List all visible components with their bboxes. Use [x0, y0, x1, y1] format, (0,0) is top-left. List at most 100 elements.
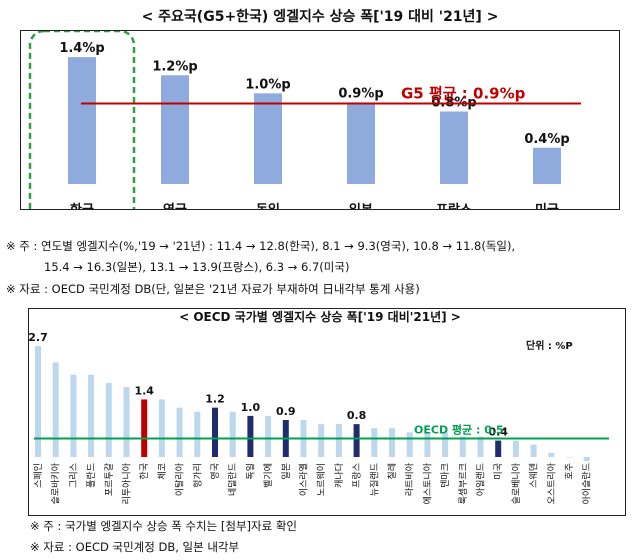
category-label: 일본: [281, 463, 292, 480]
bar-독일: [247, 415, 254, 457]
category-label: 폴란드: [85, 463, 97, 488]
data-label: 0.8: [347, 409, 367, 422]
category-label: 아이슬란드: [581, 463, 593, 504]
bar-폴란드: [88, 374, 95, 457]
bar-칠레: [389, 428, 395, 457]
bar-오스트리아: [548, 452, 555, 457]
bar-호주: [566, 457, 572, 458]
chart2-title: < OECD 국가별 엥겔지수 상승 폭['19 대비'21년] >: [173, 310, 467, 324]
note-1c: ※ 자료 : OECD 국민계정 DB(단, 일본은 '21년 자료가 부재하여…: [6, 282, 420, 296]
data-label: 0.4%p: [524, 132, 569, 147]
bar-에스토니아: [424, 432, 431, 457]
category-label: 미국: [535, 202, 559, 209]
category-label: 에스토니아: [422, 462, 433, 504]
bar-네덜란드: [229, 411, 236, 457]
category-label: 칠레: [387, 463, 398, 480]
category-label: 체코: [157, 463, 168, 480]
bar-슬로바키아: [52, 362, 59, 457]
data-label: 1.0%p: [245, 77, 290, 92]
data-label: 0.9%p: [338, 86, 383, 101]
bar-슬로베니아: [512, 440, 519, 457]
category-label: 독일: [256, 203, 280, 209]
category-label: 호주: [564, 463, 575, 480]
category-label: 헝가리: [192, 463, 203, 488]
bar-스웨덴: [530, 444, 537, 457]
category-label: 포르투갈: [104, 463, 115, 496]
category-label: 네덜란드: [227, 463, 239, 496]
category-label: 이스라엘: [299, 463, 310, 496]
category-label: 한국: [70, 202, 94, 209]
data-label: 1.4: [134, 384, 154, 397]
bar-미국: [495, 440, 502, 457]
bar-이탈리아: [176, 407, 183, 457]
category-label: 벨기에: [263, 463, 274, 488]
chart1-title: < 주요국(G5+한국) 엥겔지수 상승 폭['19 대비 '21년] >: [141, 9, 499, 25]
unit-label: 단위 : %P: [526, 339, 573, 352]
g5-average-label: G5 평균 : 0.9%p: [401, 84, 526, 102]
category-label: 캐나다: [334, 462, 345, 488]
category-label: 덴마크: [440, 463, 451, 488]
bar-영국: [161, 75, 189, 184]
category-label: 오스트리아: [546, 462, 557, 504]
data-label: 1.2%p: [152, 59, 197, 74]
bar-아이슬란드: [583, 457, 590, 462]
bar-리투아니아: [123, 387, 130, 457]
bar-그리스: [70, 374, 77, 457]
bar-영국: [212, 407, 218, 457]
category-label: 그리스: [68, 463, 79, 488]
category-label: 스페인: [33, 463, 44, 488]
bar-룩셈부르크: [459, 436, 466, 457]
category-label: 슬로베니아: [511, 462, 522, 504]
category-label: 한국: [139, 463, 150, 480]
bar-노르웨이: [318, 424, 325, 457]
category-label: 미국: [493, 463, 504, 480]
bar-한국: [68, 57, 96, 184]
data-label: 0.9: [276, 405, 296, 418]
category-label: 일본: [349, 203, 373, 209]
bar-체코: [158, 399, 165, 457]
bar-벨기에: [265, 415, 272, 457]
chart2-frame: 2.7 스페인 슬로바키아 그리스 폴란드 포르투갈 리투아니아 1.4 한국 체코 이탈리아 헝가리…: [28, 308, 626, 516]
note-2a: ※ 주 : 국가별 엥겔지수 상승 폭 수치는 [첨부]자료 확인: [30, 519, 297, 533]
data-label: 1.2: [205, 393, 225, 406]
data-label: 0.4: [488, 426, 508, 439]
data-label: 1.4%p: [59, 41, 104, 56]
highlight-box: [28, 31, 136, 209]
category-label: 리투아니아: [122, 462, 133, 504]
category-label: 이탈리아: [175, 462, 186, 496]
bar-뉴질랜드: [371, 428, 378, 457]
category-label: 영국: [163, 203, 187, 209]
note-1a: ※ 주 : 연도별 엥겔지수(%,'19 → '21년) : 11.4 → 12…: [6, 239, 516, 253]
chart1-frame: 1.4%p한국1.2%p영국1.0%p독일0.9%p일본0.8%p프랑스0.4%…: [20, 30, 620, 210]
data-label: 1.0: [241, 401, 261, 414]
bar-스페인: [35, 346, 41, 457]
category-label: 아일랜드: [476, 463, 487, 496]
category-label: 룩셈부르크: [458, 463, 469, 504]
category-label: 독일: [245, 463, 256, 480]
bar-라트비아: [406, 432, 413, 457]
bar-캐나다: [335, 424, 342, 457]
category-label: 영국: [210, 463, 221, 480]
oecd-bar-chart: 2.7 스페인 슬로바키아 그리스 폴란드 포르투갈 리투아니아 1.4 한국 체코 이탈리아 헝가리…: [29, 331, 609, 504]
note-1b: 15.4 → 16.3(일본), 13.1 → 13.9(프랑스), 6.3 →…: [44, 260, 350, 274]
bar-한국: [141, 399, 148, 457]
category-label: 프랑스: [436, 203, 472, 209]
bar-헝가리: [194, 411, 201, 457]
category-label: 노르웨이: [315, 463, 327, 496]
category-label: 뉴질랜드: [368, 463, 380, 496]
bar-프랑스: [440, 111, 468, 184]
oecd-average-label: OECD 평균 : 0.5: [414, 422, 504, 436]
note-2b: ※ 자료 : OECD 국민계정 DB, 일본 내각부: [30, 540, 240, 554]
bar-독일: [254, 93, 282, 184]
category-label: 슬로바키아: [51, 462, 62, 504]
category-label: 스웨덴: [528, 463, 540, 488]
bar-덴마크: [442, 432, 449, 457]
chart2-title-wrap: < OECD 국가별 엥겔지수 상승 폭['19 대비'21년] >: [0, 308, 640, 325]
bar-아일랜드: [477, 436, 484, 457]
g5-bar-chart: 1.4%p한국1.2%p영국1.0%p독일0.9%p일본0.8%p프랑스0.4%…: [28, 31, 581, 209]
bar-일본: [347, 102, 375, 184]
bar-프랑스: [353, 424, 360, 457]
data-label: 2.7: [29, 331, 48, 344]
category-label: 라트비아: [405, 462, 416, 496]
bar-포르투갈: [105, 383, 112, 457]
